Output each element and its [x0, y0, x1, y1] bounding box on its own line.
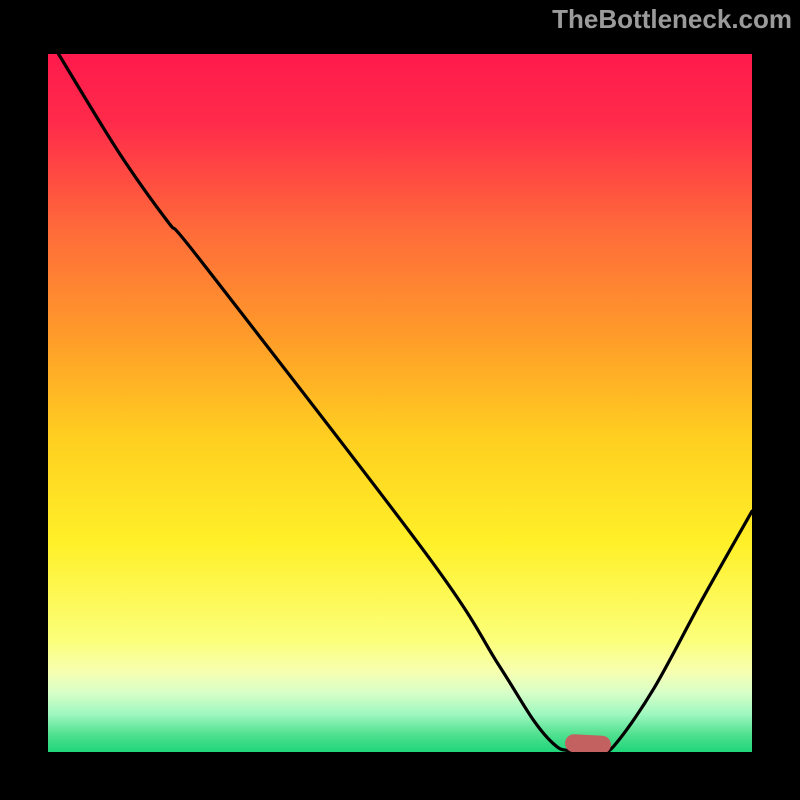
attribution-text: TheBottleneck.com [552, 4, 792, 35]
plot-area [48, 54, 752, 752]
bottleneck-curve [48, 54, 752, 752]
optimal-marker [565, 733, 612, 752]
